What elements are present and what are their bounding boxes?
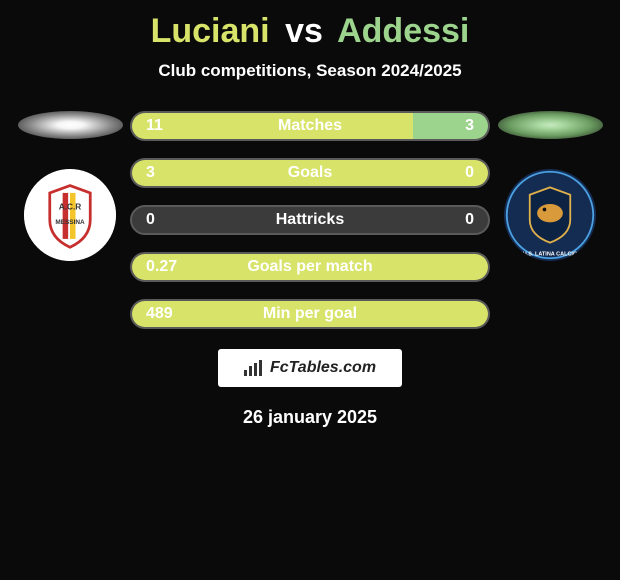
left-side: A.C.R MESSINA [10, 111, 130, 261]
main-row: A.C.R MESSINA 11Matches33Goals00Hattrick… [0, 111, 620, 329]
club-logo-left: A.C.R MESSINA [24, 169, 116, 261]
title-vs: vs [285, 12, 323, 50]
club-right-label: U.S. LATINA CALCIO [523, 251, 578, 257]
stat-label: Goals [206, 164, 414, 182]
right-side: U.S. LATINA CALCIO [490, 111, 610, 261]
player1-name: Luciani [151, 12, 270, 50]
stat-label: Matches [206, 117, 414, 135]
stat-bar: 3Goals0 [130, 158, 490, 188]
stat-bars: 11Matches33Goals00Hattricks00.27Goals pe… [130, 111, 490, 329]
stat-value-left: 489 [146, 305, 206, 323]
club-left-label: MESSINA [55, 219, 85, 226]
stat-value-left: 0 [146, 211, 206, 229]
stat-value-left: 11 [146, 117, 206, 135]
player2-shadow [498, 111, 603, 139]
stat-label: Goals per match [206, 258, 414, 276]
club-logo-right: U.S. LATINA CALCIO [504, 169, 596, 261]
player1-shadow [18, 111, 123, 139]
stat-bar: 0.27Goals per match [130, 252, 490, 282]
stat-value-right: 0 [414, 164, 474, 182]
messina-crest-icon: A.C.R MESSINA [24, 169, 116, 261]
svg-text:A.C.R: A.C.R [59, 202, 82, 211]
stat-value-left: 3 [146, 164, 206, 182]
chart-icon [244, 360, 264, 376]
stat-value-right: 0 [414, 211, 474, 229]
stat-bar: 0Hattricks0 [130, 205, 490, 235]
stat-bar: 489Min per goal [130, 299, 490, 329]
date-text: 26 january 2025 [243, 407, 377, 428]
branding-badge: FcTables.com [218, 349, 402, 387]
player2-name: Addessi [337, 12, 469, 50]
subtitle: Club competitions, Season 2024/2025 [158, 61, 461, 81]
stat-label: Hattricks [206, 211, 414, 229]
page-title: Luciani vs Addessi [151, 12, 470, 51]
latina-crest-icon: U.S. LATINA CALCIO [504, 169, 596, 261]
stat-label: Min per goal [206, 305, 414, 323]
infographic-root: Luciani vs Addessi Club competitions, Se… [0, 0, 620, 428]
branding-text: FcTables.com [270, 359, 376, 377]
stat-value-left: 0.27 [146, 258, 206, 276]
stat-value-right: 3 [414, 117, 474, 135]
stat-bar: 11Matches3 [130, 111, 490, 141]
